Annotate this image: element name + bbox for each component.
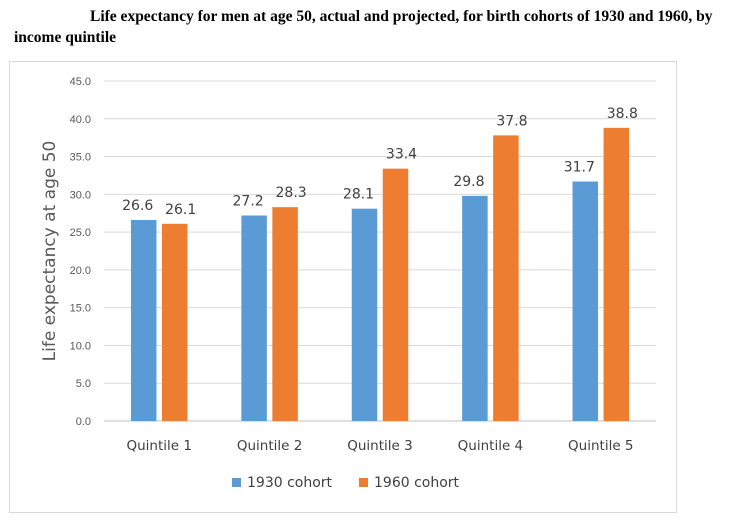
x-category-label: Quintile 3 — [347, 438, 412, 454]
y-tick-label: 35.0 — [70, 152, 91, 164]
y-tick-label: 40.0 — [70, 114, 91, 126]
x-category-label: Quintile 1 — [126, 438, 191, 454]
data-label: 28.1 — [343, 187, 374, 203]
y-axis-label: Life expectancy at age 50 — [40, 141, 60, 362]
bar-1960-cohort — [493, 135, 519, 421]
data-label: 38.8 — [607, 106, 638, 122]
data-label: 37.8 — [496, 113, 527, 129]
legend-label: 1960 cohort — [374, 475, 460, 491]
bar-1930-cohort — [351, 208, 378, 421]
x-category-label: Quintile 5 — [568, 438, 633, 454]
legend-swatch — [359, 478, 368, 487]
data-label: 26.1 — [165, 202, 196, 218]
legend-swatch — [232, 478, 241, 487]
x-category-label: Quintile 4 — [458, 438, 523, 454]
x-category-label: Quintile 2 — [237, 438, 302, 454]
y-tick-label: 5.0 — [76, 378, 91, 390]
bar-1930-cohort — [241, 215, 267, 421]
data-label: 31.7 — [564, 159, 595, 175]
bar-1960-cohort — [161, 223, 188, 421]
bar-1960-cohort — [272, 207, 298, 421]
y-tick-label: 20.0 — [70, 265, 91, 277]
chart-title: Life expectancy for men at age 50, actua… — [14, 8, 713, 46]
y-tick-label: 15.0 — [70, 303, 91, 315]
y-tick-label: 0.0 — [76, 416, 91, 428]
data-label: 26.6 — [122, 198, 153, 214]
legend-label: 1930 cohort — [247, 475, 333, 491]
bar-1960-cohort — [603, 127, 630, 421]
data-label: 27.2 — [233, 193, 264, 209]
data-label: 29.8 — [453, 174, 484, 190]
data-label: 28.3 — [276, 185, 307, 201]
bar-1930-cohort — [572, 181, 599, 421]
data-label: 33.4 — [386, 147, 417, 163]
y-tick-label: 30.0 — [70, 189, 91, 201]
y-tick-label: 45.0 — [70, 76, 91, 88]
y-tick-label: 10.0 — [70, 340, 91, 352]
chart-frame — [9, 61, 677, 513]
bar-1930-cohort — [130, 220, 157, 421]
bar-1960-cohort — [382, 168, 409, 421]
y-tick-label: 25.0 — [70, 227, 91, 239]
bar-1930-cohort — [462, 195, 488, 421]
